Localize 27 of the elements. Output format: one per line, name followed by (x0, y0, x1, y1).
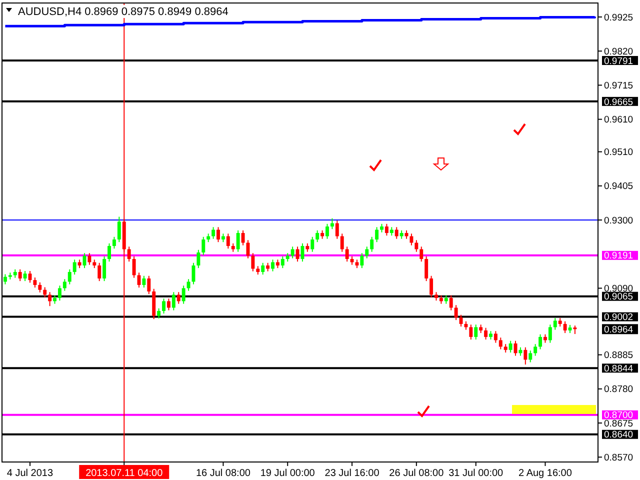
ref-line-label: 0.9191 (604, 250, 634, 262)
x-tick-label: 16 Jul 08:00 (196, 468, 251, 479)
ref-line-label: 0.9002 (604, 312, 634, 324)
y-tick-label: 0.9510 (604, 147, 634, 158)
ref-line-label: 0.9665 (604, 96, 634, 108)
x-tick-label: 2 Aug 16:00 (518, 468, 572, 479)
y-tick-label: 0.9820 (604, 46, 634, 58)
text: 0.8964 (604, 324, 634, 336)
y-tick-label: 0.9610 (604, 114, 634, 126)
y-tick-label: 0.8780 (604, 384, 634, 396)
x-tick-label: 31 Jul 00:00 (448, 468, 504, 479)
y-tick-label: 0.9405 (604, 181, 634, 192)
x-tick-label: 4 Jul 2013 (6, 468, 54, 479)
ref-line-label: 0.8844 (604, 363, 634, 374)
x-tick-label: 2013.07.11 04:00 (86, 468, 164, 479)
x-tick-label: 26 Jul 08:00 (389, 468, 444, 479)
y-tick-label: 0.8570 (604, 452, 634, 464)
x-tick-label: 19 Jul 00:00 (260, 468, 316, 479)
chart-title: AUDUSD,H4 0.8969 0.8975 0.8949 0.8964 (18, 6, 228, 18)
ref-line-label: 0.9065 (604, 292, 634, 303)
y-tick-label: 0.9925 (604, 12, 634, 24)
x-tick-label: 23 Jul 16:00 (324, 468, 380, 479)
y-tick-label: 0.8885 (604, 350, 634, 362)
y-tick-label: 0.9715 (604, 80, 634, 92)
ref-line-label: 0.9791 (604, 56, 634, 67)
ref-line-label: 0.8640 (604, 430, 634, 441)
y-tick-label: 0.9300 (604, 215, 634, 226)
